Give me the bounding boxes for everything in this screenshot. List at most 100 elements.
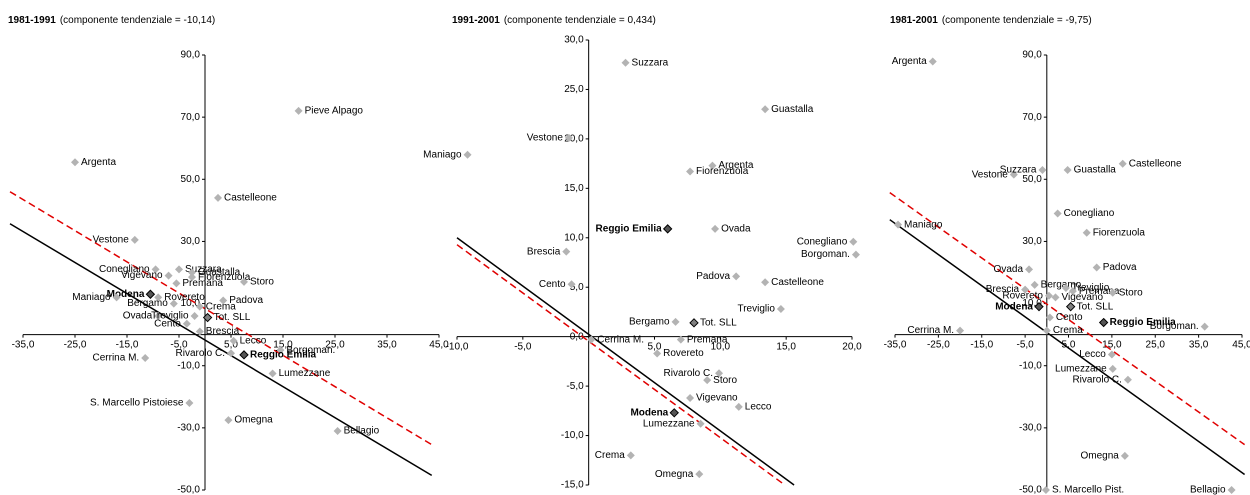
point-label: Brescia [527,246,561,257]
data-point [851,250,860,259]
data-point [1042,326,1051,335]
y-tick-label: -50,0 [177,485,200,495]
point-label: Lumezzane [643,418,695,429]
y-tick-label: 0,0 [570,331,584,342]
data-point [1061,284,1070,293]
x-tick-label: 35,0 [377,339,397,350]
x-tick-label: 25,0 [1146,339,1166,350]
data-point [190,312,199,320]
data-point [1034,301,1044,312]
data-point [154,293,163,302]
data-point [229,336,238,345]
x-tick-label: 15,0 [776,341,796,352]
point-label: Rivarolo C. [176,348,225,359]
point-label: Vigevano [1061,292,1103,303]
y-tick-label: 50,0 [181,174,201,185]
data-point [1120,451,1129,460]
point-label: S. Marcello Pist. [1052,485,1124,495]
data-point [734,402,743,411]
y-tick-label: 50,0 [1022,174,1042,185]
data-point [695,470,704,479]
point-label: Vestone [93,235,130,246]
point-label: Fiorenzuola [1093,227,1146,238]
point-label: Argenta [718,160,753,171]
data-point [587,335,596,344]
y-tick-label: 25,0 [564,84,584,95]
data-point [711,224,720,233]
point-label: Conegliano [1064,208,1115,219]
data-point [621,58,630,67]
y-tick-label: 30,0 [564,35,584,46]
data-point [686,167,695,176]
data-point [1200,322,1209,331]
y-tick-label: 15,0 [564,183,584,194]
data-point [276,346,285,355]
data-point [268,369,277,378]
data-point [1065,301,1076,312]
point-label: Crema [206,301,236,312]
trend-line [9,223,433,477]
data-point [175,265,183,274]
x-tick-label: -35,0 [884,339,907,350]
data-point [776,304,785,313]
point-label: Maniago [72,292,111,303]
y-tick-label: -15,0 [561,480,584,491]
y-tick-label: 10,0 [181,298,201,309]
data-point [669,408,679,418]
point-label: Storo [1119,287,1143,298]
point-label: Borgoman. [1150,321,1199,332]
point-label: Lumezzane [1055,363,1107,374]
point-label: Maniago [904,219,943,230]
data-point [1030,280,1039,289]
point-label: Reggio Emilia [596,224,663,235]
point-label: Pieve Alpago [305,106,364,117]
point-label: Crema [595,450,625,461]
point-label: Maniago [423,149,462,160]
y-tick-label: -10,0 [1019,360,1042,371]
point-label: Rovereto [164,292,205,303]
point-label: Premana [1079,286,1120,297]
data-point [145,289,156,299]
data-point [1108,364,1117,373]
x-tick-label: -5,0 [170,339,188,350]
point-label: Fiorenzuola [198,272,251,283]
point-label: Modena [995,301,1033,312]
data-point [333,426,342,435]
data-point [1082,228,1091,237]
point-label: Ovada [721,224,751,235]
point-label: Brescia [986,284,1020,295]
point-label: Cerrina M. [907,325,954,336]
data-point [1038,165,1047,174]
data-point [1063,165,1072,174]
data-point [686,393,695,402]
point-label: Cerrina M. [93,353,140,364]
data-point [928,57,937,66]
trend-line [456,244,786,486]
point-label: Ovada [123,311,153,322]
title-period: 1981-2001 [890,15,938,26]
data-point [214,193,222,202]
point-label: Storo [250,276,274,287]
data-point [227,349,235,358]
point-label: Castelleone [224,193,277,204]
point-label: Suzzara [185,264,222,275]
x-tick-label: 5,0 [648,341,662,352]
data-point [112,293,121,302]
data-point [1108,288,1117,297]
x-tick-label: 5,0 [1062,339,1076,350]
y-tick-label: -30,0 [177,422,200,433]
point-label: Rovereto [663,348,704,359]
point-label: Cento [154,318,181,329]
data-point [1041,486,1050,494]
data-point [1227,486,1236,494]
point-label: Bergamo [1041,280,1082,291]
data-point [1068,287,1077,296]
data-point [671,317,680,326]
y-tick-label: -50,0 [1019,485,1042,495]
x-tick-label: 5,0 [224,339,238,350]
point-label: Bergamo [127,298,168,309]
data-point [1009,170,1018,179]
point-label: Cento [1056,312,1083,323]
